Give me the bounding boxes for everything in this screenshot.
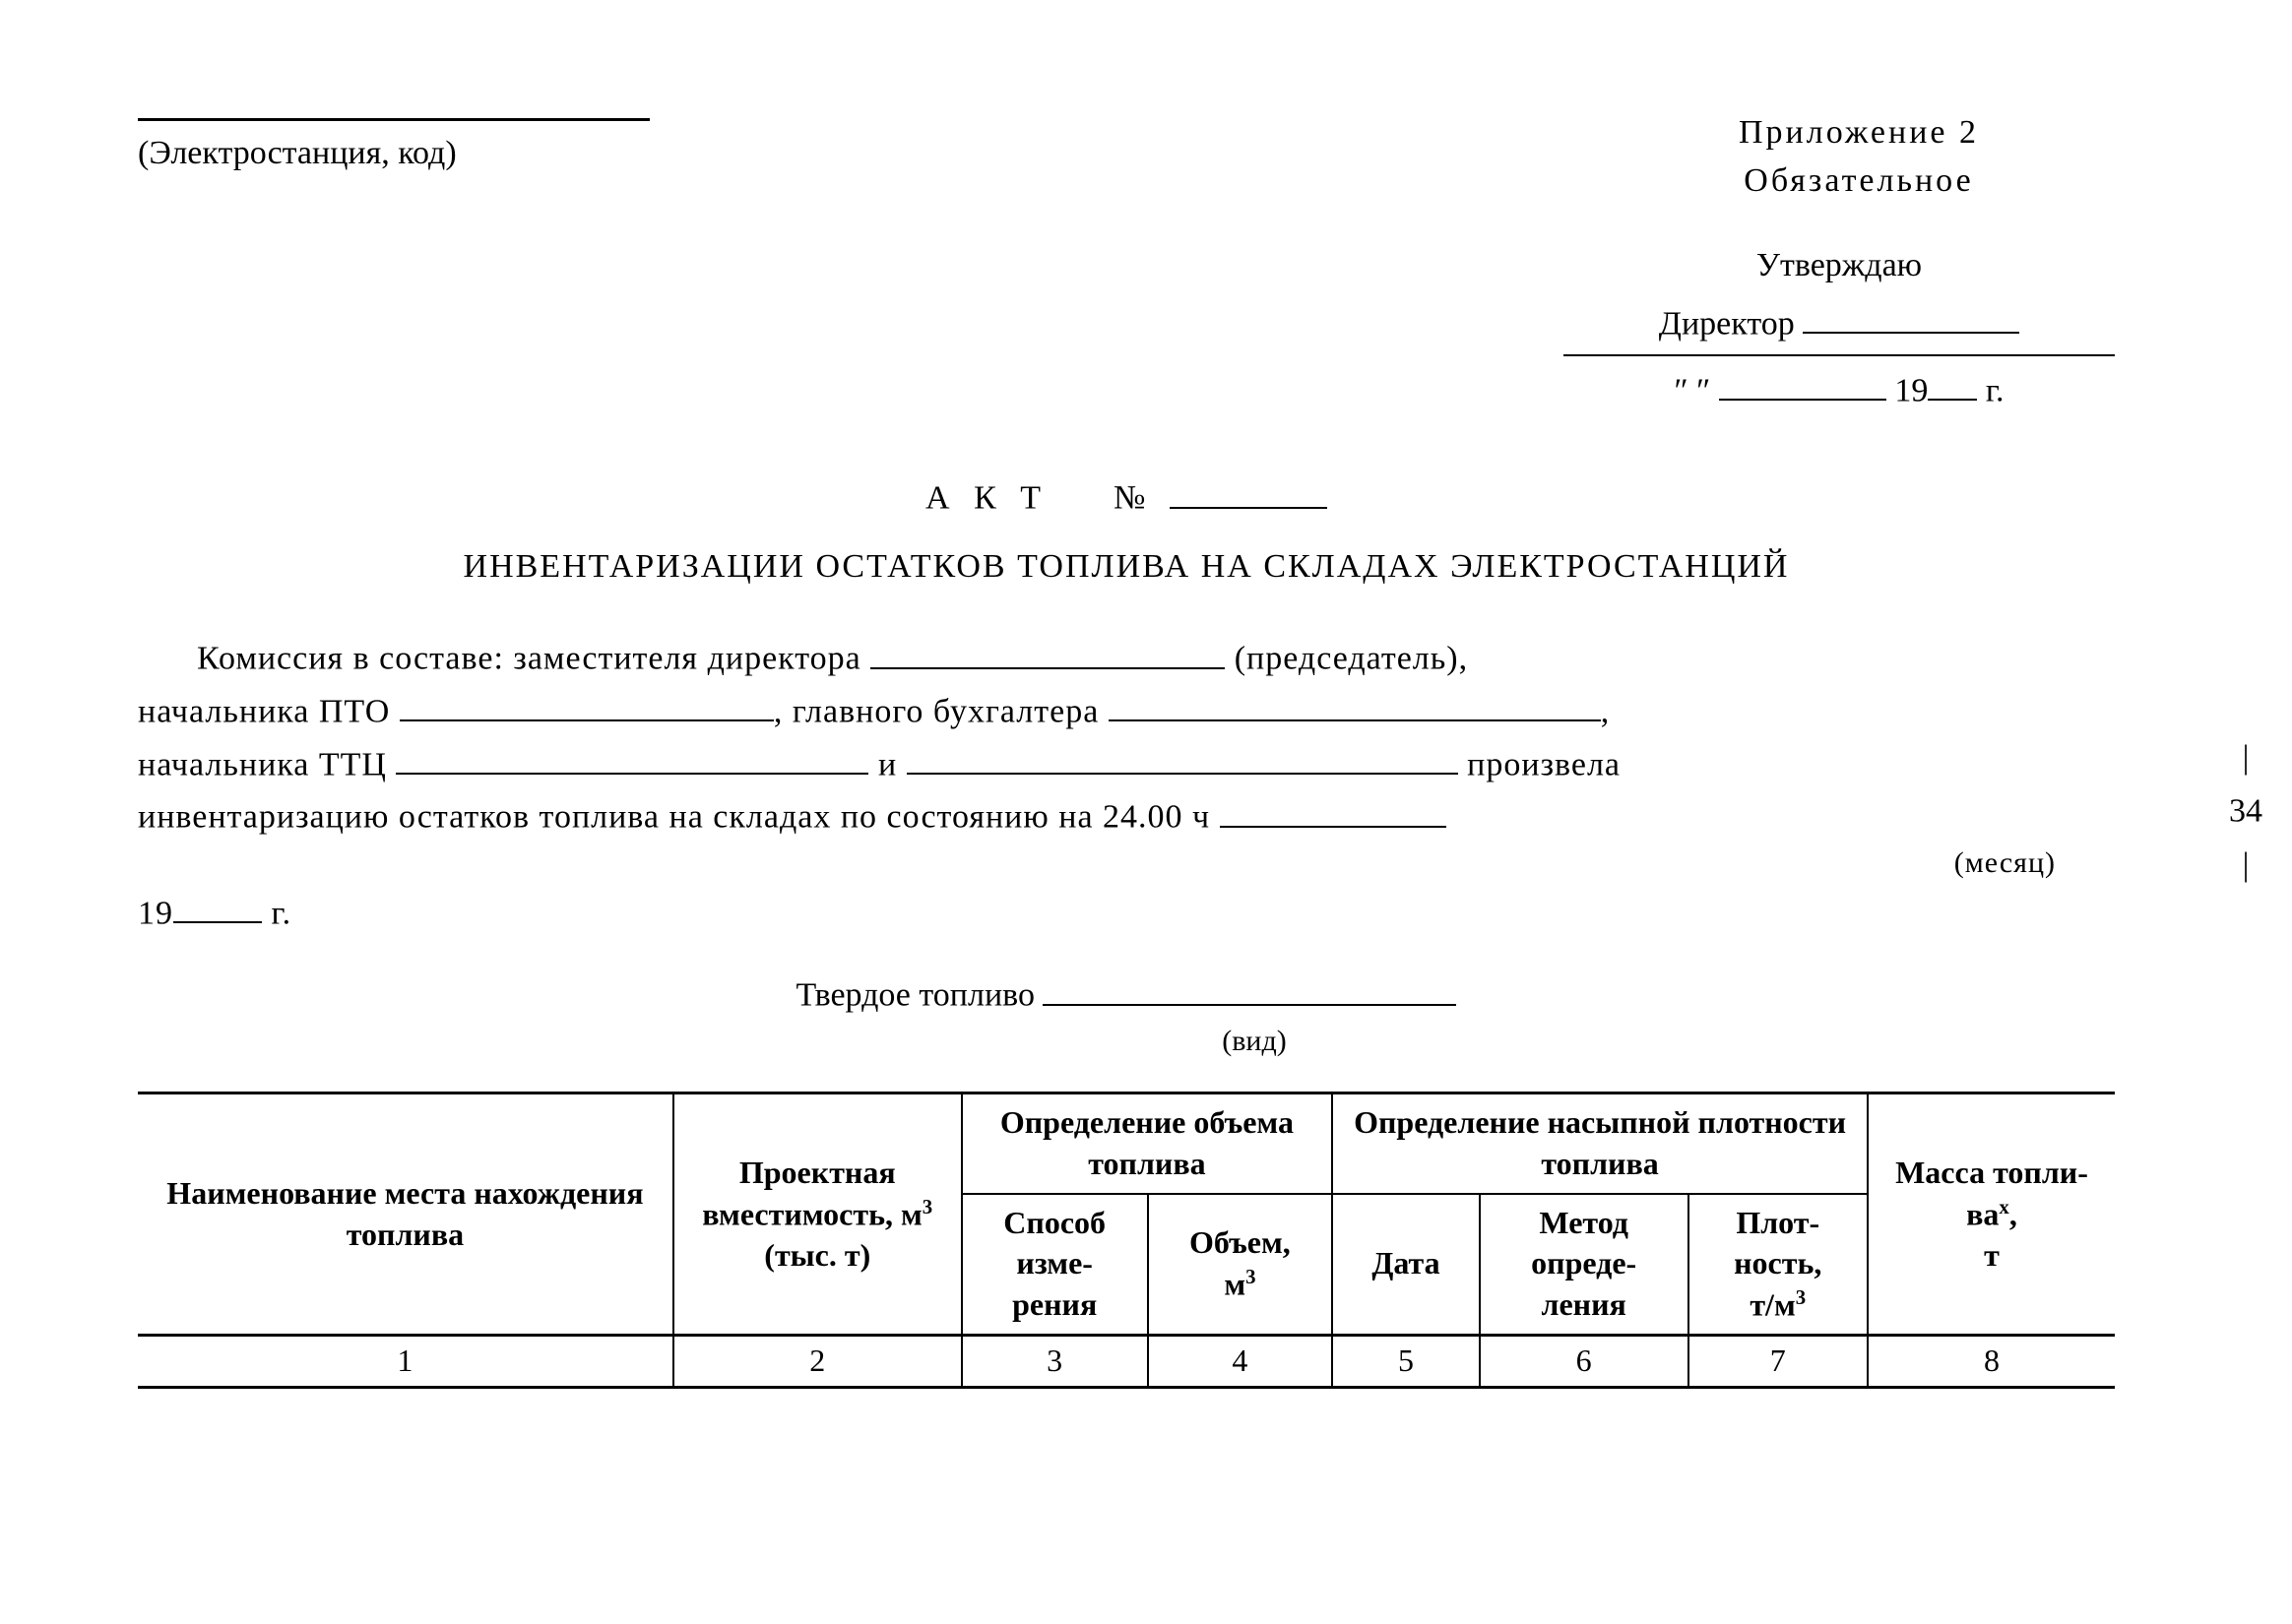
akt-word: А К Т bbox=[925, 480, 1049, 517]
title-block: А К Т № ИНВЕНТАРИЗАЦИИ ОСТАТКОВ ТОПЛИВА … bbox=[138, 420, 2115, 591]
page-number-value: 34 bbox=[2229, 793, 2262, 830]
header-right: Приложение 2 Обязательное bbox=[1603, 108, 2115, 206]
th-sub5: Плот-ность,т/м3 bbox=[1688, 1194, 1868, 1336]
th-col5: Масса топли-вах,т bbox=[1868, 1093, 2115, 1336]
date-blank bbox=[1719, 362, 1886, 401]
num-8: 8 bbox=[1868, 1336, 2115, 1388]
l2-blank1 bbox=[400, 683, 774, 721]
page: |34| (Электростанция, код) Приложение 2 … bbox=[0, 0, 2292, 1624]
l5a: 19 bbox=[138, 895, 173, 931]
body-line4: инвентаризацию остатков топлива на склад… bbox=[138, 788, 2115, 842]
l2a: начальника ПТО bbox=[138, 693, 390, 729]
l2-blank2 bbox=[1109, 683, 1601, 721]
station-label: (Электростанция, код) bbox=[138, 129, 729, 177]
month-caption: (месяц) bbox=[138, 842, 2115, 885]
fuel-caption: (вид) bbox=[394, 1020, 2115, 1063]
num-3: 3 bbox=[962, 1336, 1148, 1388]
station-blank-line bbox=[138, 108, 650, 121]
approve-date-line: ″ ″ 19 г. bbox=[1563, 362, 2115, 415]
title-main: ИНВЕНТАРИЗАЦИИ ОСТАТКОВ ТОПЛИВА НА СКЛАД… bbox=[138, 542, 2115, 591]
approve-block: Утверждаю Директор ″ ″ 19 г. bbox=[1563, 235, 2115, 421]
th-sub4: Методопреде-ления bbox=[1480, 1194, 1688, 1336]
header-row: (Электростанция, код) Приложение 2 Обяза… bbox=[138, 108, 2115, 206]
num-7: 7 bbox=[1688, 1336, 1868, 1388]
fuel-blank bbox=[1043, 967, 1456, 1005]
date-year-suffix: г. bbox=[1986, 372, 2005, 408]
l3b: и bbox=[878, 746, 897, 782]
num-4: 4 bbox=[1148, 1336, 1332, 1388]
body-line1: Комиссия в составе: заместителя директор… bbox=[138, 630, 2115, 683]
l1b: (председатель), bbox=[1235, 641, 1468, 677]
appendix-line1: Приложение 2 bbox=[1603, 108, 2115, 156]
appendix-line2: Обязательное bbox=[1603, 156, 2115, 205]
l1-blank bbox=[870, 630, 1225, 668]
l1a: Комиссия в составе: заместителя директор… bbox=[197, 641, 861, 677]
body-line3: начальника ТТЦ и произвела bbox=[138, 736, 2115, 789]
th-col2: Проектная вместимость, м3(тыс. т) bbox=[673, 1093, 962, 1336]
th-col1: Наименование места нахождения топлива bbox=[138, 1093, 673, 1336]
num-6: 6 bbox=[1480, 1336, 1688, 1388]
fuel-line: Твердое топливо (вид) bbox=[138, 967, 2115, 1062]
th-col4-group: Определение насыпной плотности топлива bbox=[1332, 1093, 1868, 1194]
year-blank bbox=[1928, 362, 1977, 401]
l5-blank bbox=[173, 885, 262, 923]
l3-blank2 bbox=[907, 736, 1458, 775]
fuel-label: Твердое топливо bbox=[796, 977, 1035, 1014]
body-text: Комиссия в составе: заместителя директор… bbox=[138, 630, 2115, 937]
l5b: г. bbox=[272, 895, 292, 931]
table-header-row1: Наименование места нахождения топлива Пр… bbox=[138, 1093, 2115, 1194]
date-quotes: ″ ″ bbox=[1675, 372, 1711, 408]
side-page-number: |34| bbox=[2229, 731, 2262, 892]
form-table: Наименование места нахождения топлива Пр… bbox=[138, 1092, 2115, 1388]
body-line2: начальника ПТО , главного бухгалтера , bbox=[138, 683, 2115, 736]
l2b: , главного бухгалтера bbox=[774, 693, 1099, 729]
th-col3-group: Определение объема топлива bbox=[962, 1093, 1332, 1194]
num-symbol: № bbox=[1114, 480, 1153, 517]
th-sub2: Объем,м3 bbox=[1148, 1194, 1332, 1336]
l3c: произвела bbox=[1467, 746, 1621, 782]
l4-blank bbox=[1220, 788, 1446, 827]
num-5: 5 bbox=[1332, 1336, 1480, 1388]
l3-blank1 bbox=[396, 736, 868, 775]
th-sub1: Способизме-рения bbox=[962, 1194, 1148, 1336]
date-year-prefix: 19 bbox=[1894, 372, 1928, 408]
approve-title: Утверждаю bbox=[1563, 241, 2115, 289]
num-1: 1 bbox=[138, 1336, 673, 1388]
director-blank bbox=[1803, 295, 2019, 334]
table-number-row: 1 2 3 4 5 6 7 8 bbox=[138, 1336, 2115, 1388]
num-2: 2 bbox=[673, 1336, 962, 1388]
approve-role-line: Директор bbox=[1563, 295, 2115, 348]
approve-role: Директор bbox=[1659, 305, 1795, 342]
l4a: инвентаризацию остатков топлива на склад… bbox=[138, 799, 1210, 836]
akt-number-blank bbox=[1170, 469, 1327, 508]
l3a: начальника ТТЦ bbox=[138, 746, 387, 782]
th-sub3: Дата bbox=[1332, 1194, 1480, 1336]
header-left: (Электростанция, код) bbox=[138, 108, 729, 177]
body-line5: 19 г. bbox=[138, 885, 2115, 938]
approve-hr bbox=[1563, 354, 2115, 356]
